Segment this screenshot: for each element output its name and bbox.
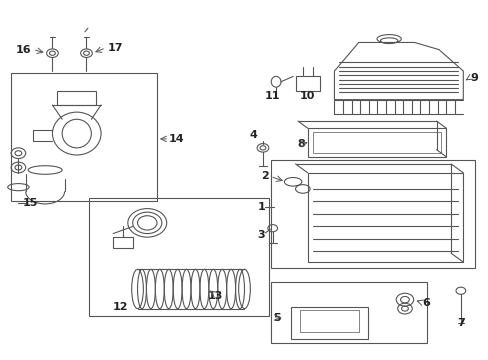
Text: 11: 11: [264, 91, 280, 101]
Text: 12: 12: [113, 302, 128, 312]
Bar: [295, 76, 319, 91]
Text: 17: 17: [108, 43, 123, 53]
Bar: [113, 237, 132, 248]
Text: 6: 6: [421, 298, 429, 308]
Text: 13: 13: [207, 291, 223, 301]
Text: 2: 2: [261, 171, 269, 181]
Bar: [89, 198, 268, 316]
Text: 15: 15: [23, 198, 38, 208]
Bar: [57, 91, 96, 105]
Bar: [307, 173, 462, 262]
Text: 7: 7: [456, 318, 464, 328]
Bar: [312, 132, 441, 153]
Text: 16: 16: [16, 45, 31, 55]
Text: 9: 9: [469, 73, 477, 83]
Bar: [290, 307, 368, 339]
Text: 5: 5: [272, 312, 280, 323]
Bar: [11, 73, 157, 202]
Text: 3: 3: [257, 230, 265, 240]
Text: 10: 10: [300, 91, 315, 101]
Bar: [271, 282, 426, 342]
Bar: [271, 160, 474, 267]
Bar: [300, 310, 358, 332]
Polygon shape: [334, 42, 462, 100]
Text: 1: 1: [257, 202, 265, 212]
Bar: [307, 128, 446, 157]
Text: 14: 14: [169, 134, 184, 144]
Text: 4: 4: [249, 130, 257, 140]
Text: 8: 8: [297, 139, 305, 149]
